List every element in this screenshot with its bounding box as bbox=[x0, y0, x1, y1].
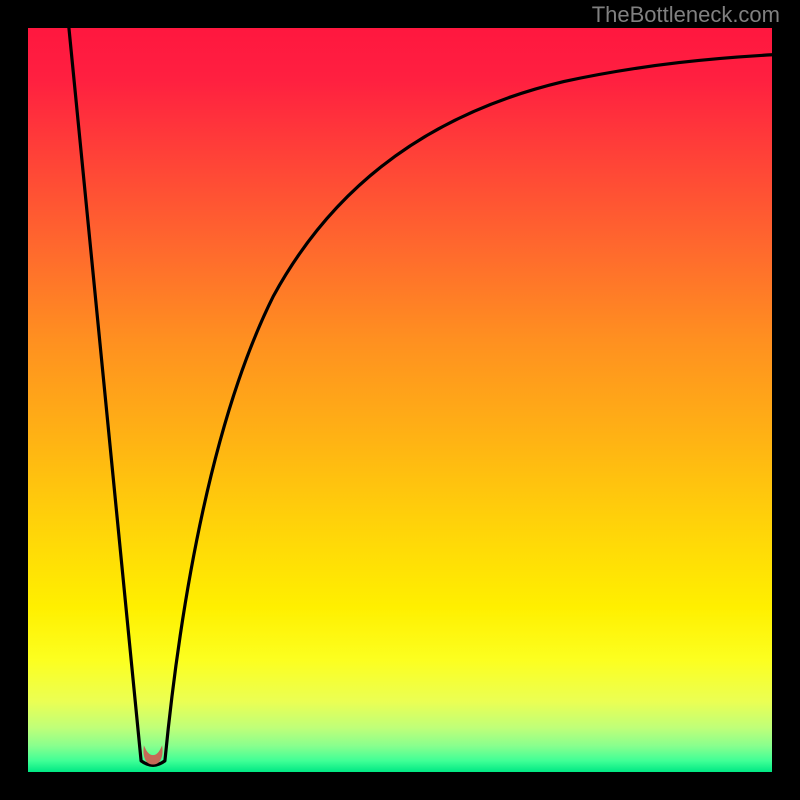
curve-path bbox=[69, 28, 772, 765]
watermark-text: TheBottleneck.com bbox=[592, 2, 780, 28]
bottleneck-curve bbox=[28, 28, 772, 772]
plot-area bbox=[28, 28, 772, 772]
dip-marker-icon bbox=[141, 743, 165, 765]
